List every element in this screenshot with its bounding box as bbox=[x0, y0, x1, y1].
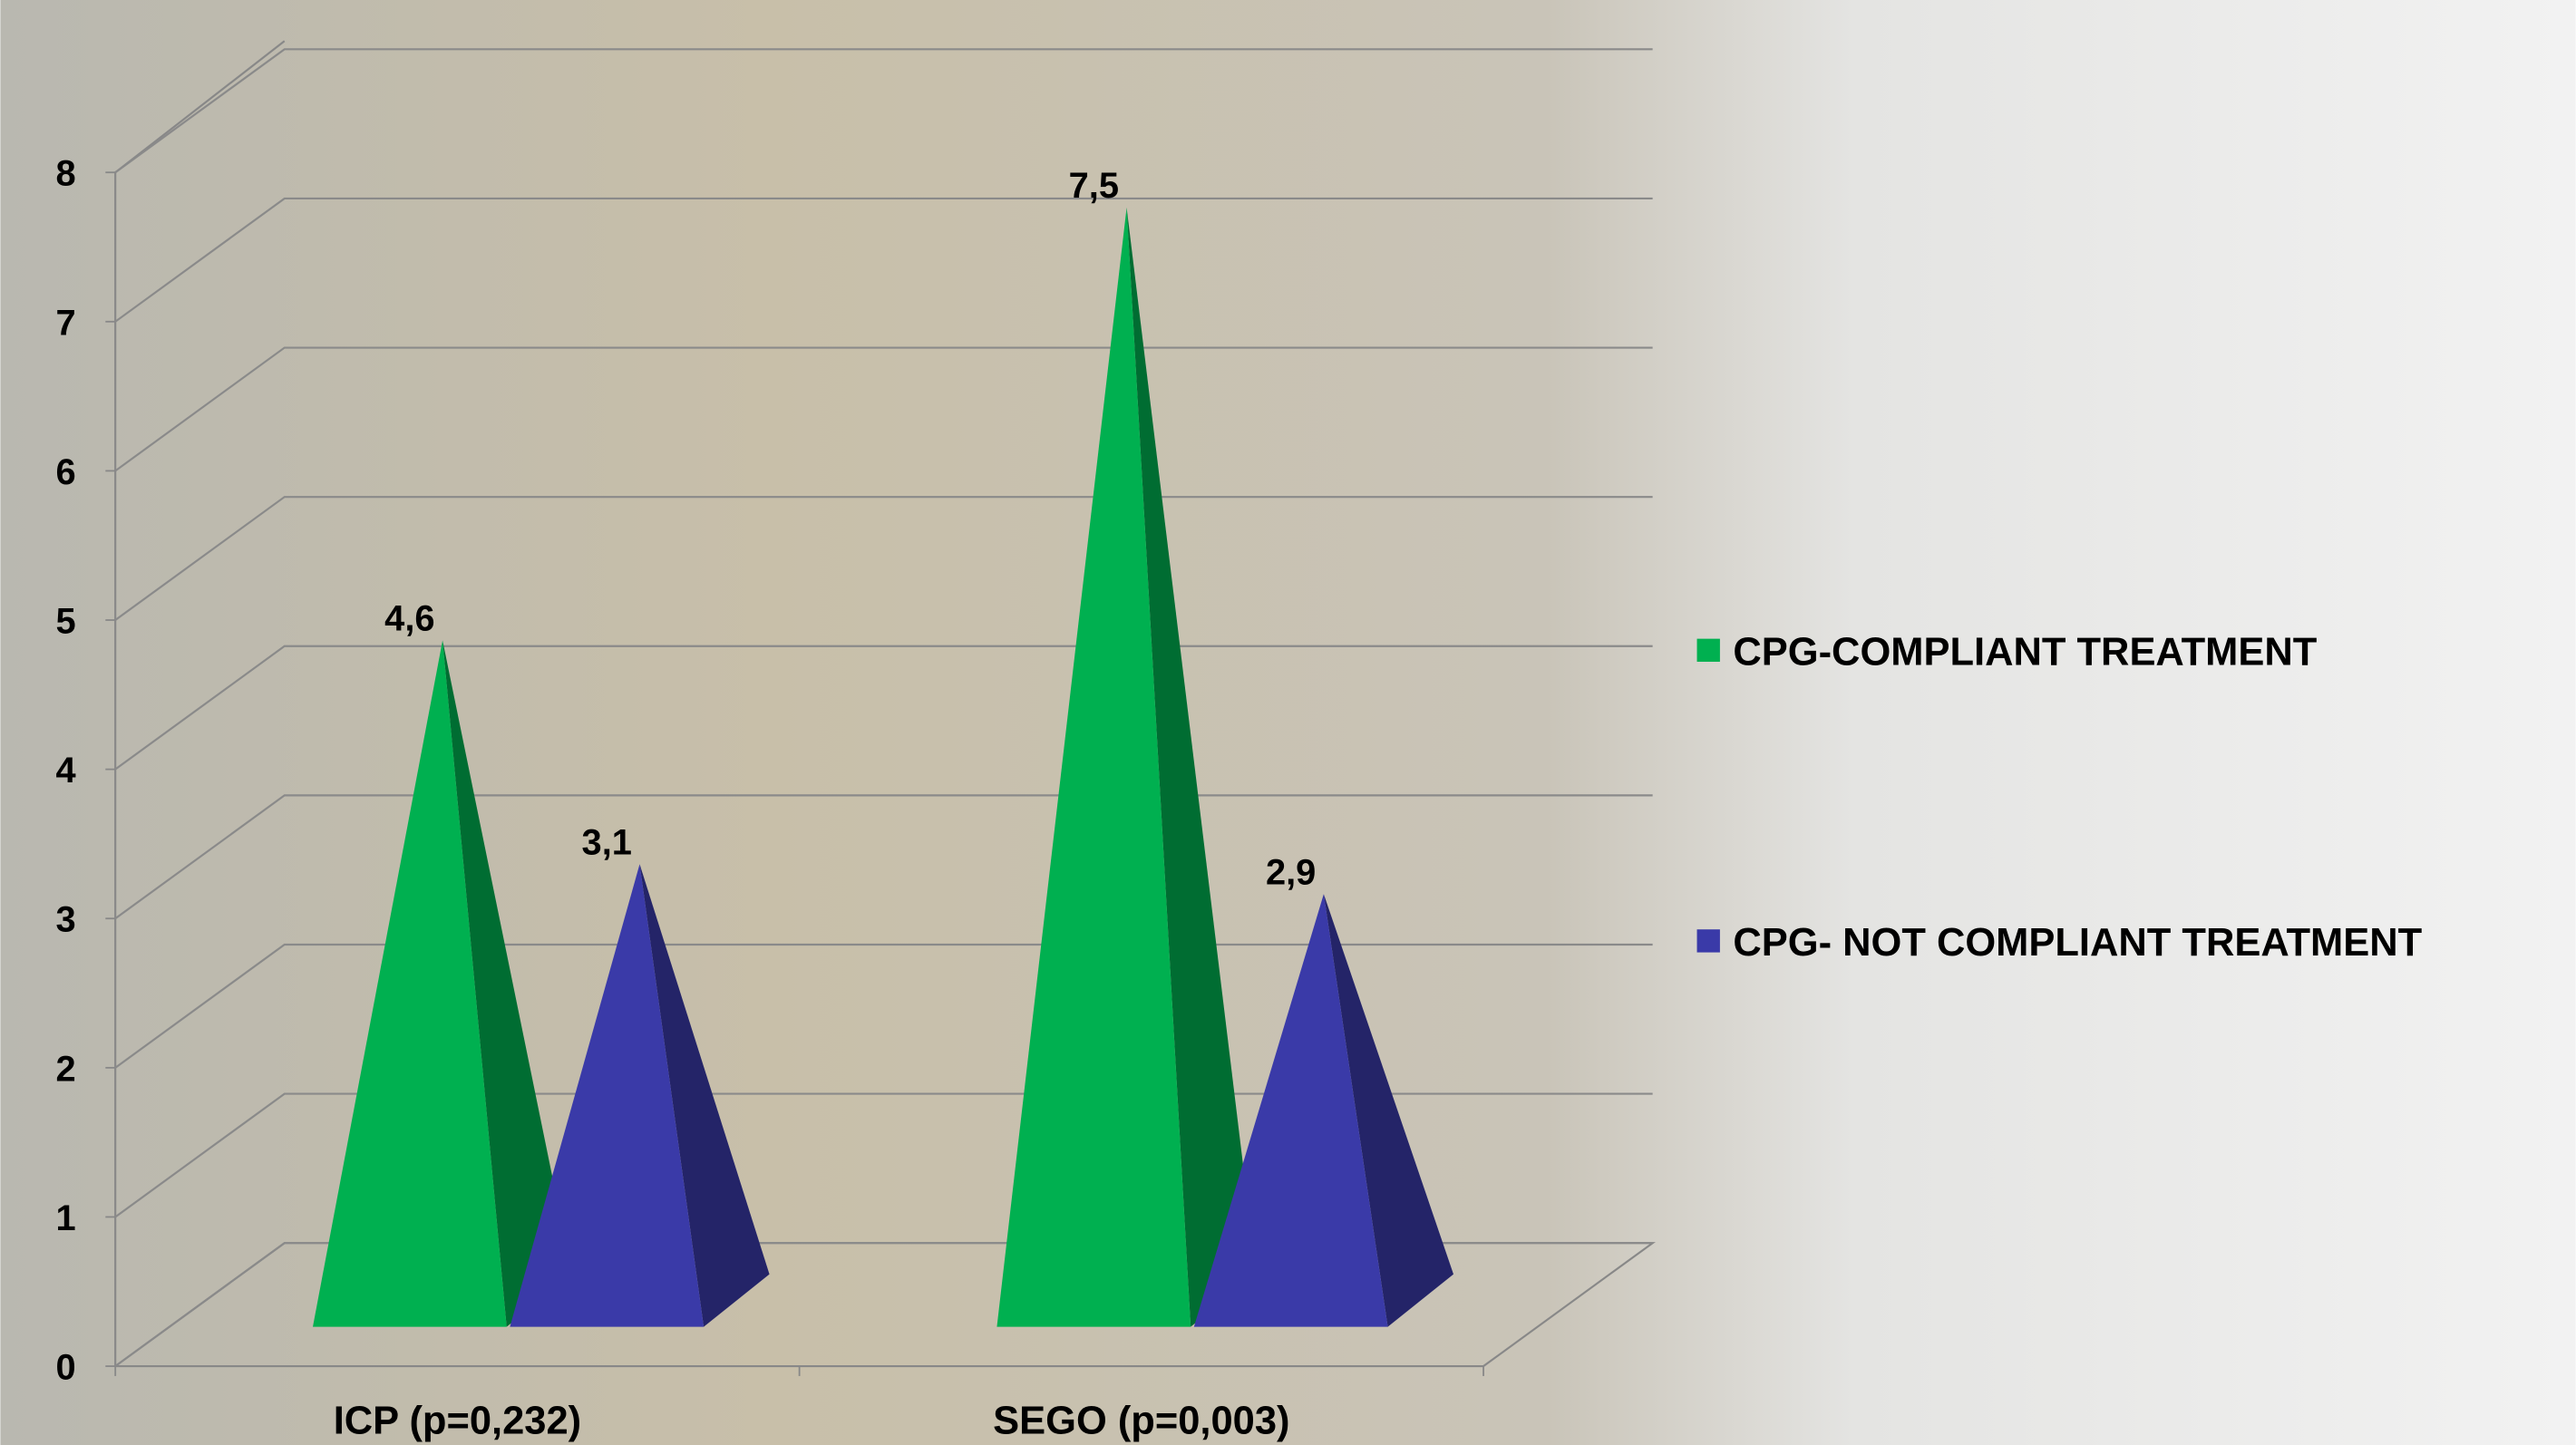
y-tick-label: 4 bbox=[56, 751, 76, 790]
y-tick-label: 1 bbox=[56, 1198, 76, 1238]
grid-line bbox=[114, 197, 1653, 323]
pyramid-front bbox=[510, 864, 705, 1327]
grid-line bbox=[114, 645, 1653, 771]
plot-area: 0 1 2 3 4 5 6 7 8 ICP (p=0,232) 4,6 3,1 SEGO (p=0,00… bbox=[56, 40, 2423, 1442]
pyramid-side bbox=[1126, 208, 1257, 1327]
y-tick-label: 2 bbox=[56, 1049, 76, 1089]
grid-line bbox=[114, 48, 1653, 174]
grid-line bbox=[114, 346, 1653, 472]
legend-label: CPG-COMPLIANT TREATMENT bbox=[1733, 631, 2317, 674]
pyramid-side bbox=[1323, 894, 1453, 1327]
value-label: 4,6 bbox=[384, 599, 434, 639]
y-tick-label: 5 bbox=[56, 602, 76, 642]
legend-swatch bbox=[1696, 929, 1720, 953]
value-label: 2,9 bbox=[1266, 852, 1316, 892]
y-tick-label: 7 bbox=[56, 303, 76, 343]
value-label: 7,5 bbox=[1069, 166, 1119, 206]
y-tick-label: 6 bbox=[56, 452, 76, 492]
y-tick-label: 8 bbox=[56, 154, 76, 194]
x-tick-label: ICP (p=0,232) bbox=[334, 1399, 581, 1442]
pyramid-front bbox=[1193, 894, 1388, 1327]
legend-label: CPG- NOT COMPLIANT TREATMENT bbox=[1733, 921, 2422, 965]
pyramid-front bbox=[996, 208, 1191, 1327]
legend-swatch bbox=[1696, 638, 1720, 662]
pyramid-front bbox=[313, 640, 507, 1327]
grid-line bbox=[114, 496, 1653, 621]
value-label: 3,1 bbox=[582, 822, 632, 862]
x-tick-label: SEGO (p=0,003) bbox=[993, 1399, 1289, 1442]
y-tick-label: 3 bbox=[56, 900, 76, 940]
y-tick-label: 0 bbox=[56, 1348, 76, 1388]
pyramid-side bbox=[442, 640, 573, 1327]
pyramid-side bbox=[639, 864, 770, 1327]
